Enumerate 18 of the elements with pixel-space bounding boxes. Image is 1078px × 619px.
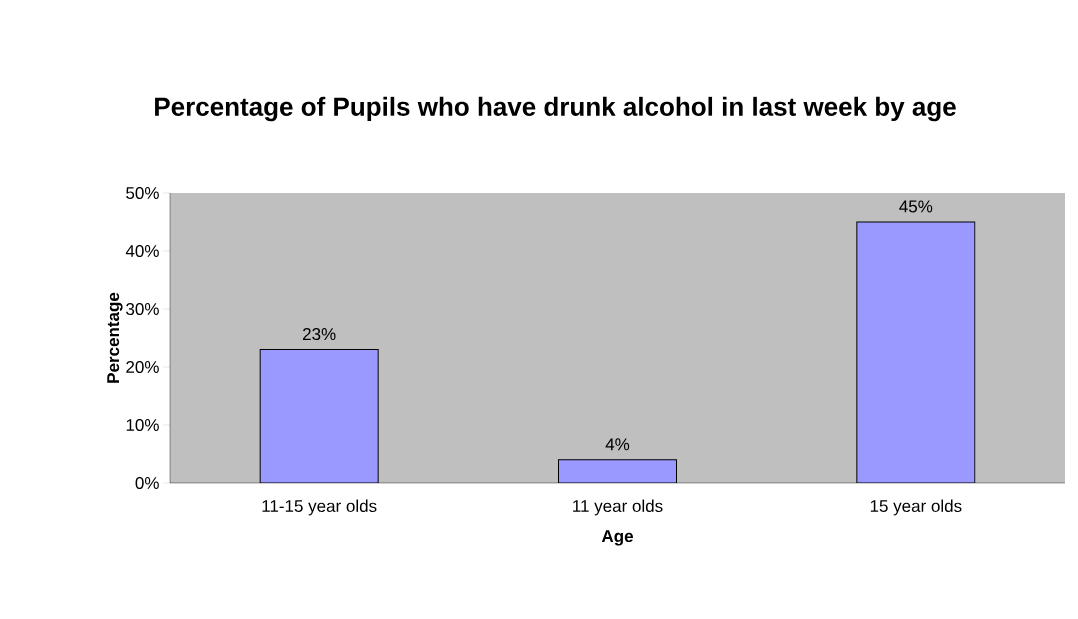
x-tick-label: 11 year olds	[573, 499, 663, 516]
bar	[259, 349, 379, 483]
bar	[856, 221, 976, 483]
x-tick-label: 11-15 year olds	[262, 499, 377, 516]
y-tick-label: 50%	[126, 186, 159, 200]
y-tick-label: 10%	[126, 418, 159, 432]
y-tick-label: 0%	[135, 476, 159, 490]
data-label: 4%	[605, 438, 630, 451]
x-axis-title: Age	[601, 530, 633, 546]
y-axis-title: Percentage	[107, 292, 123, 383]
chart-title: Percentage of Pupils who have drunk alcohol in last week by age	[155, 96, 956, 122]
x-tick-label: 15 year olds	[870, 499, 962, 516]
data-label: 45%	[899, 200, 933, 213]
y-tick-label: 30%	[126, 302, 159, 316]
data-label: 23%	[303, 328, 336, 341]
bar	[558, 459, 678, 483]
y-tick-label: 40%	[125, 244, 159, 258]
y-tick-label: 20%	[126, 360, 159, 374]
